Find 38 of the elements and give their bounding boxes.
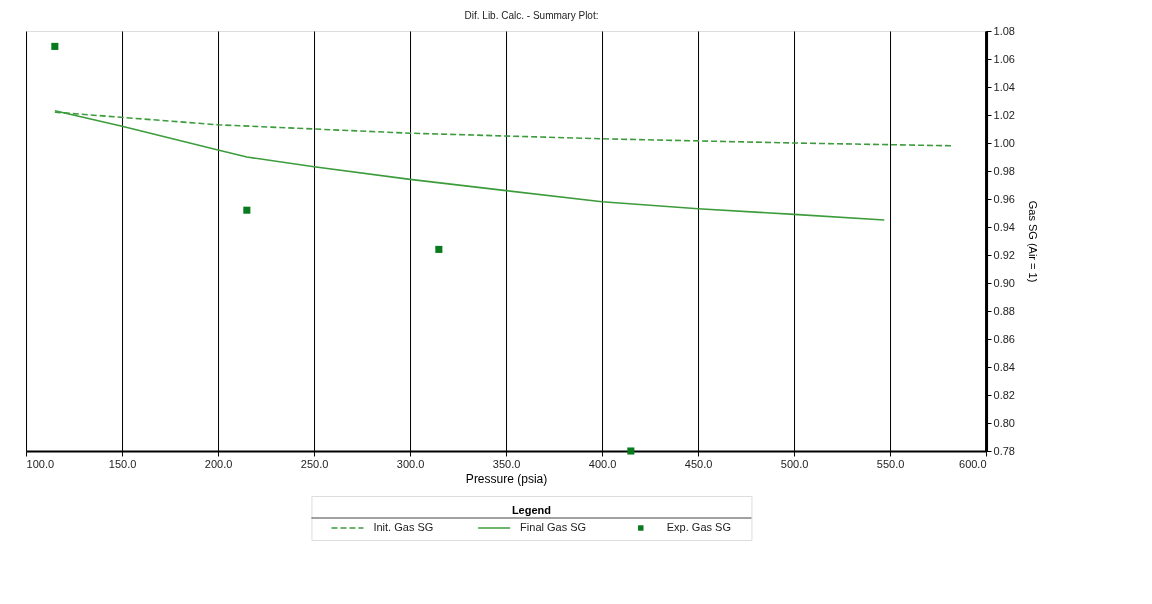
- y-tick-label: 0.80: [993, 416, 1015, 429]
- x-tick-label: 450.0: [684, 457, 713, 470]
- x-tick-label: 400.0: [588, 457, 617, 470]
- legend-title: Legend: [511, 504, 552, 516]
- point: [51, 42, 59, 50]
- y-tick-label: 0.96: [993, 192, 1015, 205]
- y-tick-label: 1.04: [993, 80, 1015, 93]
- point: [243, 206, 251, 214]
- x-tick-label: 300.0: [396, 457, 425, 470]
- y-tick-label: 0.78: [993, 444, 1015, 457]
- y-tick-label: 0.88: [993, 304, 1015, 317]
- legend-label: Init. Gas SG: [373, 521, 434, 533]
- x-tick-label: 350.0: [492, 457, 521, 470]
- legend-label: Exp. Gas SG: [666, 521, 731, 533]
- x-tick-label: 250.0: [300, 457, 329, 470]
- y-tick-label: 0.94: [993, 220, 1015, 233]
- y-tick-label: 1.08: [993, 24, 1015, 37]
- x-tick-label: 100.0: [26, 457, 55, 470]
- x-tick-label: 500.0: [780, 457, 809, 470]
- x-tick-label: 150.0: [108, 457, 137, 470]
- y-tick-label: 0.98: [993, 164, 1015, 177]
- chart-title: Dif. Lib. Calc. - Summary Plot:: [464, 9, 599, 21]
- y-tick-label: 1.00: [993, 136, 1015, 149]
- x-axis-title: Pressure (psia): [465, 471, 548, 486]
- point: [435, 245, 443, 253]
- x-tick-label: 200.0: [204, 457, 233, 470]
- y-tick-label: 0.82: [993, 388, 1015, 401]
- x-tick-label: 550.0: [876, 457, 905, 470]
- point: [627, 447, 635, 455]
- y-tick-label: 0.92: [993, 248, 1015, 261]
- y-tick-label: 0.84: [993, 360, 1015, 373]
- x-tick-label: 600.0: [959, 457, 987, 470]
- y-axis-title: Gas SG (Air = 1): [1026, 200, 1039, 283]
- y-tick-label: 0.86: [993, 332, 1015, 345]
- y-tick-label: 0.90: [993, 276, 1015, 289]
- y-tick-label: 1.02: [993, 108, 1015, 121]
- y-tick-label: 1.06: [993, 52, 1015, 65]
- legend-label: Final Gas SG: [520, 521, 587, 533]
